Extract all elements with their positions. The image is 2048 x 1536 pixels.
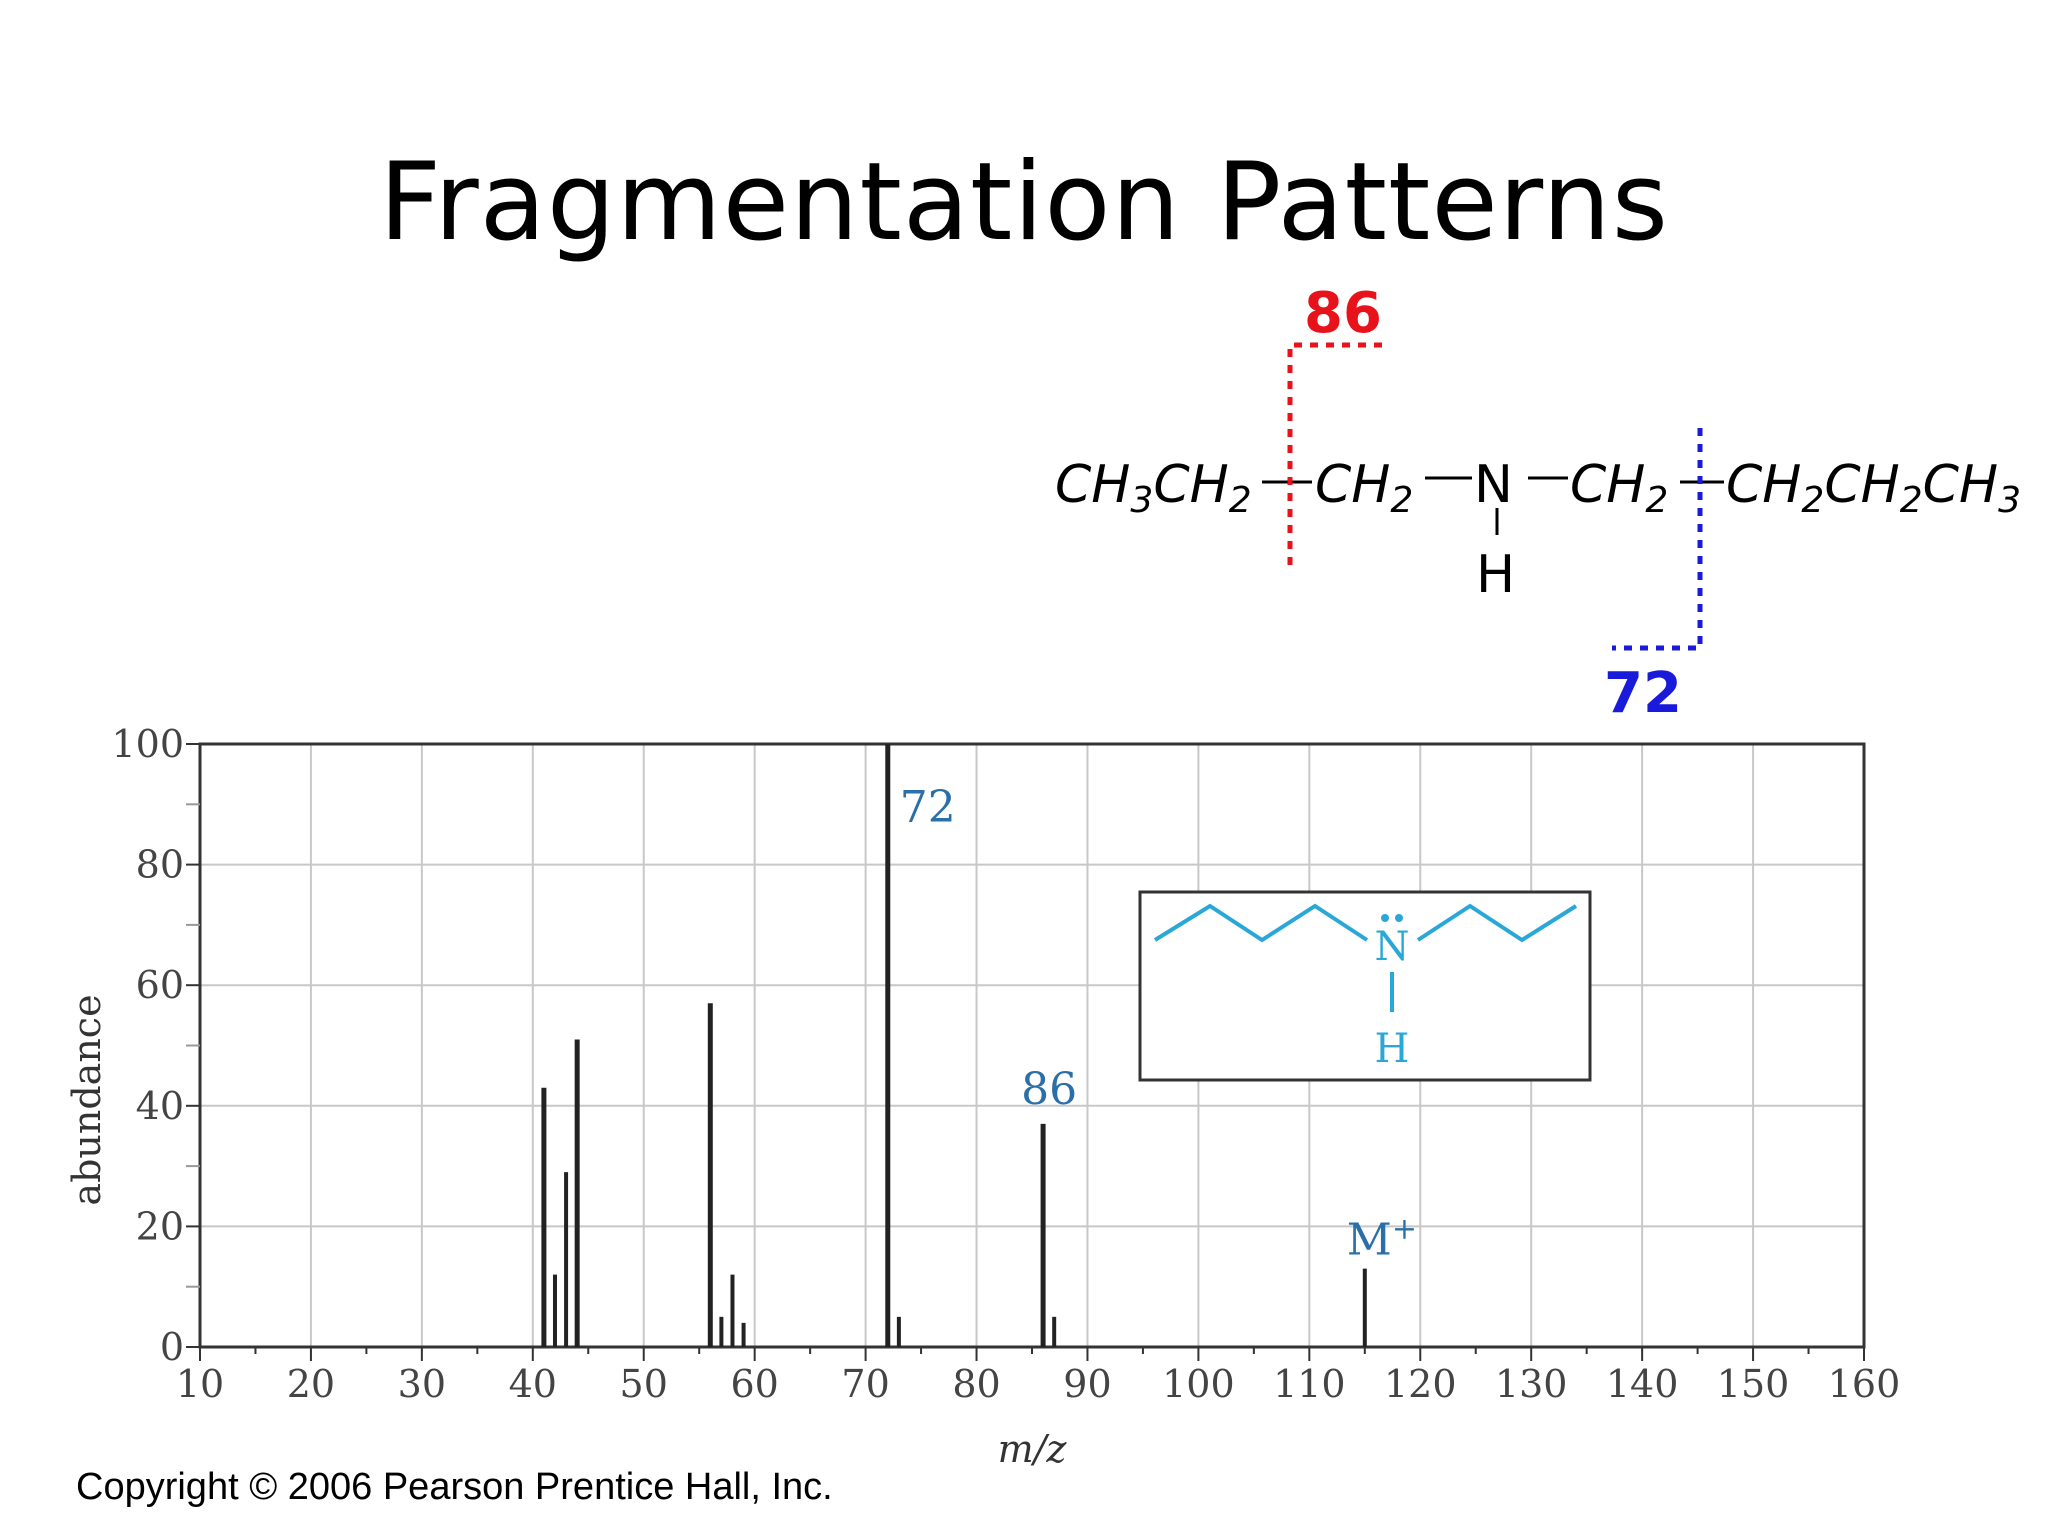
x-tick-label: 130 bbox=[1495, 1362, 1568, 1406]
x-tick-label: 160 bbox=[1828, 1362, 1901, 1406]
copyright-notice: Copyright © 2006 Pearson Prentice Hall, … bbox=[76, 1466, 833, 1508]
x-tick-label: 40 bbox=[509, 1362, 557, 1406]
y-tick-label: 40 bbox=[136, 1084, 184, 1128]
x-tick-label: 70 bbox=[841, 1362, 889, 1406]
red-cleavage-marker: 86 bbox=[1287, 281, 1382, 565]
peak-annotation: 86 bbox=[1021, 1064, 1077, 1115]
ethyl-group: CH3CH2 bbox=[1055, 455, 1252, 521]
fragment-86-label: 86 bbox=[1304, 281, 1382, 346]
y-tick-label: 20 bbox=[136, 1204, 184, 1248]
grid bbox=[200, 744, 1864, 1347]
amine-hydrogen: H bbox=[1476, 545, 1515, 605]
x-tick-label: 10 bbox=[176, 1362, 224, 1406]
y-tick-label: 100 bbox=[111, 722, 184, 766]
x-tick-label: 80 bbox=[952, 1362, 1000, 1406]
x-axis-title: m/z bbox=[998, 1427, 1068, 1471]
inset-left-chain bbox=[1153, 903, 1369, 943]
x-tick-label: 120 bbox=[1384, 1362, 1457, 1406]
slide-title: Fragmentation Patterns bbox=[378, 140, 1670, 265]
lone-pair-dot bbox=[1395, 914, 1403, 922]
x-tick-label: 150 bbox=[1717, 1362, 1790, 1406]
peaks bbox=[541, 744, 1367, 1347]
inset-nitrogen: N bbox=[1375, 924, 1410, 970]
y-tick-label: 80 bbox=[136, 843, 184, 887]
x-tick-label: 60 bbox=[730, 1362, 778, 1406]
y-tick-label: 0 bbox=[160, 1325, 184, 1369]
x-tick-label: 100 bbox=[1162, 1362, 1235, 1406]
x-tick-label: 30 bbox=[398, 1362, 446, 1406]
peak-annotation: M+ bbox=[1347, 1212, 1417, 1266]
blue-cleavage-marker: 72 bbox=[1604, 428, 1703, 726]
y-tick-label: 60 bbox=[136, 963, 184, 1007]
x-tick-label: 140 bbox=[1606, 1362, 1679, 1406]
fragment-72-label: 72 bbox=[1604, 661, 1682, 726]
y-axis-title: abundance bbox=[65, 994, 109, 1205]
condensed-formula: CH3CH2 CH2 N CH2 CH2CH2CH3 H bbox=[1055, 455, 2021, 605]
amine-nitrogen: N bbox=[1474, 455, 1513, 515]
inset-structure: N H bbox=[1138, 890, 1592, 1082]
inset-frame bbox=[1138, 890, 1592, 1082]
axes: 10 20 30 40 50 60 70 80 90 100 110 120 130 140 150 160 0… bbox=[111, 722, 1900, 1406]
lone-pair-dot bbox=[1381, 914, 1389, 922]
propyl-group: CH2CH2CH3 bbox=[1726, 455, 2021, 521]
plot-frame bbox=[198, 742, 1866, 1349]
x-tick-label: 50 bbox=[620, 1362, 668, 1406]
x-tick-label: 110 bbox=[1273, 1362, 1346, 1406]
inset-hydrogen: H bbox=[1375, 1026, 1410, 1072]
x-tick-label: 90 bbox=[1063, 1362, 1111, 1406]
peak-annotation: 72 bbox=[900, 782, 956, 833]
inset-right-chain bbox=[1416, 903, 1578, 943]
x-tick-label: 20 bbox=[287, 1362, 335, 1406]
